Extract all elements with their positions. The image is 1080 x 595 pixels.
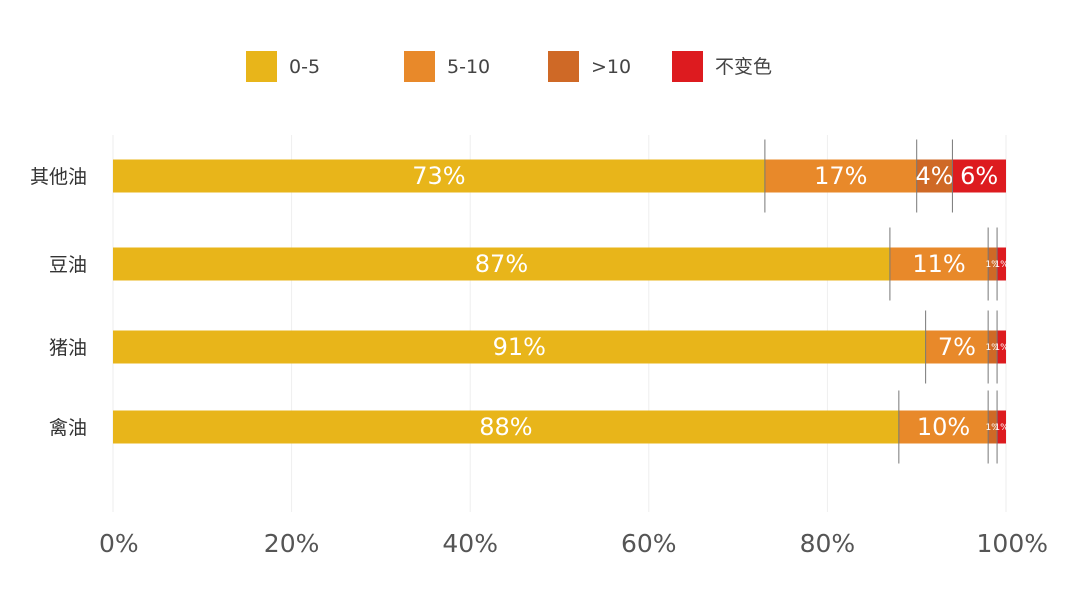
- bar-segment: [997, 247, 1006, 281]
- bar-segment: [916, 159, 953, 193]
- data-label: 87%: [475, 250, 528, 278]
- bar-segment: [898, 410, 989, 444]
- data-label: 73%: [412, 162, 465, 190]
- bar-segment: [889, 247, 989, 281]
- legend-swatch: [246, 51, 277, 82]
- gridlines: [112, 135, 1007, 512]
- data-label: 1%: [985, 260, 1000, 270]
- legend-swatch: [548, 51, 579, 82]
- bar-segment: [764, 159, 917, 193]
- data-label: 88%: [479, 413, 532, 441]
- x-tick-label: 0%: [99, 529, 139, 558]
- data-label: 4%: [916, 162, 954, 190]
- category-label: 其他油: [30, 166, 87, 188]
- bar-segment: [113, 330, 926, 364]
- legend-label: 不变色: [715, 56, 772, 78]
- category-label: 豆油: [49, 254, 87, 276]
- bar-segment: [997, 410, 1006, 444]
- bar-segment: [113, 247, 890, 281]
- data-label: 7%: [938, 333, 976, 361]
- data-label: 11%: [912, 250, 965, 278]
- bar-segment: [113, 159, 765, 193]
- x-tick-label: 40%: [442, 529, 498, 558]
- x-tick-label: 100%: [977, 529, 1048, 558]
- data-label: 1%: [994, 343, 1009, 353]
- x-tick-label: 60%: [621, 529, 677, 558]
- bars: 73% 17% 4% 6%87% 11% 1%1%91% 7% 1%1%88% 10% 1%1%: [113, 139, 1009, 464]
- data-label: 1%: [994, 260, 1009, 270]
- category-label: 猪油: [49, 337, 87, 359]
- bar-segment: [925, 330, 989, 364]
- bar-segment: [997, 330, 1006, 364]
- data-label: 6%: [960, 162, 998, 190]
- x-tick-label: 80%: [800, 529, 856, 558]
- bar-segment: [988, 247, 998, 281]
- legend-swatch: [404, 51, 435, 82]
- data-label: 1%: [985, 423, 1000, 433]
- category-label: 禽油: [49, 417, 87, 439]
- data-label: 17%: [814, 162, 867, 190]
- bar-segment: [113, 410, 899, 444]
- legend-label: 5-10: [447, 56, 490, 78]
- legend-label: 0-5: [289, 56, 320, 78]
- data-label: 1%: [994, 423, 1009, 433]
- legend-swatch: [672, 51, 703, 82]
- legend-label: >10: [591, 56, 631, 78]
- bar-segment: [988, 410, 998, 444]
- bar-segment: [952, 159, 1006, 193]
- bar-segment: [988, 330, 998, 364]
- x-tick-label: 20%: [264, 529, 320, 558]
- data-label: 91%: [493, 333, 546, 361]
- data-label: 10%: [917, 413, 970, 441]
- legend: 0-5 5-10 >10 不变色: [246, 51, 772, 82]
- x-axis: 0% 20% 40% 60% 80% 100%: [99, 529, 1048, 558]
- data-label: 1%: [985, 343, 1000, 353]
